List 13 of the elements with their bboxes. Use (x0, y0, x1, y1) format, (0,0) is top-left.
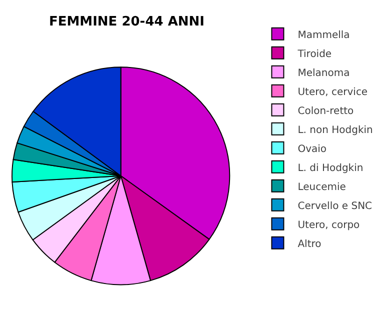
legend-label: L. di Hodgkin (298, 162, 364, 174)
legend-label: Mammella (298, 30, 350, 41)
legend-label: Altro (298, 238, 322, 250)
legend-label: L. non Hodgkin (298, 124, 373, 136)
legend-label: Ovaio (298, 144, 327, 155)
legend-label: Utero, corpo (298, 220, 360, 231)
legend-label: Cervello e SNC (298, 200, 372, 212)
legend-label: Tiroide (296, 48, 332, 60)
chart-title: FEMMINE 20-44 ANNI (48, 14, 204, 30)
legend-label: Melanoma (298, 68, 350, 79)
legend-label: Leucemie (298, 182, 346, 193)
legend-label: Utero, cervice (298, 86, 368, 98)
legend-label: Colon-retto (298, 106, 354, 117)
